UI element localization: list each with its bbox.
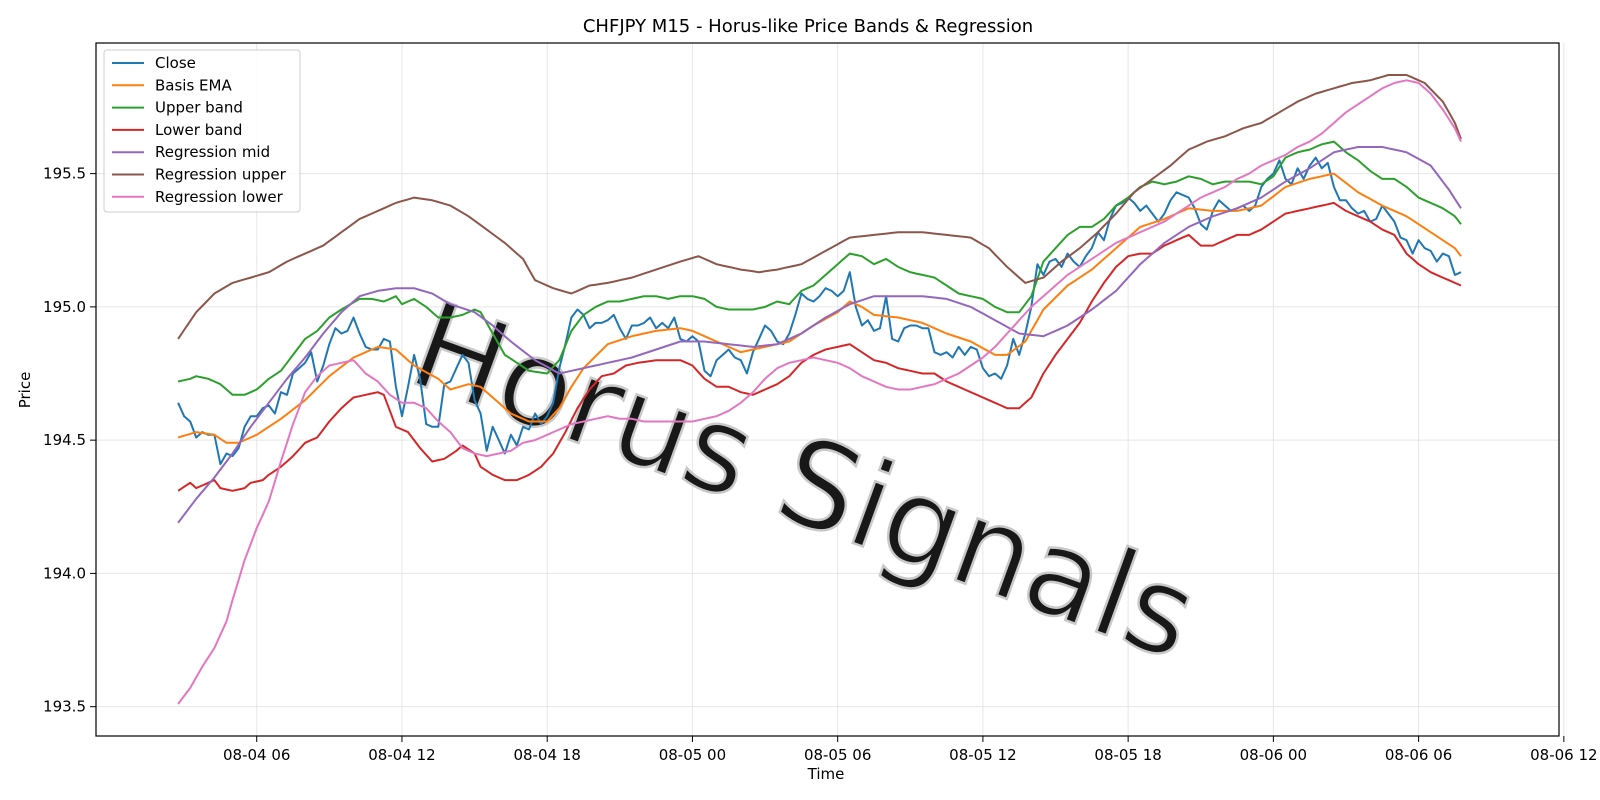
x-tick-label: 08-06 00 <box>1240 746 1307 764</box>
legend-label-close: Close <box>155 54 196 72</box>
x-tick-label: 08-06 06 <box>1385 746 1452 764</box>
axis-ticks: 08-04 06 08-04 12 08-04 18 08-05 00 08-05 06… <box>43 165 1598 764</box>
legend-label-regression-lower: Regression lower <box>155 188 284 206</box>
x-tick-label: 08-06 12 <box>1530 746 1597 764</box>
y-tick-label: 195.5 <box>43 165 86 183</box>
y-tick-label: 195.0 <box>43 298 86 316</box>
series-line-lower-band <box>177 201 1462 492</box>
legend-label-regression-upper: Regression upper <box>155 166 287 184</box>
y-tick-label: 194.0 <box>43 564 86 582</box>
x-tick-label: 08-05 06 <box>804 746 871 764</box>
x-axis-label: Time <box>807 765 845 783</box>
series-line-upper-band <box>177 140 1462 396</box>
series-line-regression-lower <box>177 79 1462 705</box>
y-tick-label: 193.5 <box>43 698 86 716</box>
x-tick-label: 08-04 12 <box>368 746 435 764</box>
legend-label-basis-ema: Basis EMA <box>155 76 232 94</box>
legend-box <box>103 49 301 213</box>
legend: Close Basis EMA Upper band Lower band Regres… <box>103 49 301 213</box>
chart-title: CHFJPY M15 - Horus-like Price Bands & Re… <box>583 16 1033 37</box>
x-tick-label: 08-04 06 <box>223 746 290 764</box>
x-tick-label: 08-04 18 <box>513 746 580 764</box>
plot-frame <box>95 42 1560 737</box>
y-tick-label: 194.5 <box>43 431 86 449</box>
x-tick-label: 08-05 18 <box>1094 746 1161 764</box>
series-line-regression-mid <box>177 146 1462 524</box>
legend-label-lower-band: Lower band <box>155 121 242 139</box>
legend-label-regression-mid: Regression mid <box>155 143 270 161</box>
series-line-regression-upper <box>177 74 1462 340</box>
x-tick-label: 08-05 00 <box>659 746 726 764</box>
y-axis-label: Price <box>16 372 34 409</box>
legend-label-upper-band: Upper band <box>155 99 243 117</box>
series-layer <box>177 74 1462 705</box>
x-tick-label: 08-05 12 <box>949 746 1016 764</box>
